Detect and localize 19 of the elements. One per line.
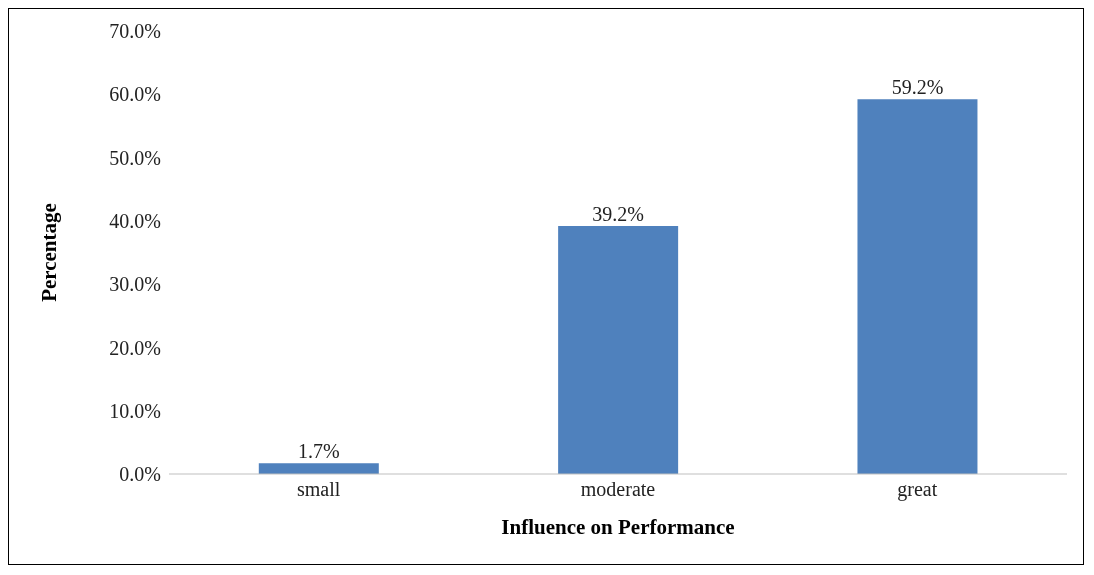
x-axis-title: Influence on Performance (501, 515, 735, 539)
x-tick-label: moderate (580, 478, 656, 501)
data-label: 39.2% (592, 202, 644, 225)
y-tick-label: 40.0% (109, 209, 161, 232)
y-tick-label: 70.0% (109, 20, 161, 43)
data-label: 59.2% (891, 76, 944, 99)
x-tick-label: great (897, 478, 938, 502)
y-tick-label: 0.0% (119, 463, 161, 486)
y-tick-label: 10.0% (109, 399, 161, 422)
bar (258, 463, 379, 474)
y-axis-title: Percentage (37, 203, 62, 302)
y-tick-label: 30.0% (109, 273, 161, 296)
bar (558, 225, 679, 474)
data-label: 1.7% (297, 440, 340, 463)
y-tick-label: 20.0% (109, 336, 161, 359)
y-tick-label: 50.0% (109, 146, 161, 169)
bar (857, 99, 978, 474)
x-tick-label: small (296, 478, 341, 501)
y-tick-label: 60.0% (109, 83, 161, 106)
